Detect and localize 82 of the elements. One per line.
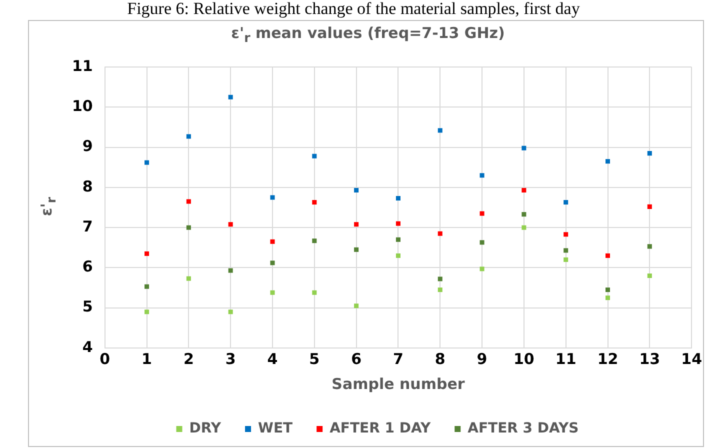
point	[647, 273, 652, 278]
x-tick-label: 9	[476, 350, 488, 368]
point	[522, 212, 526, 217]
point	[228, 268, 233, 273]
point	[564, 232, 568, 237]
point	[438, 288, 442, 292]
point	[354, 247, 359, 252]
point	[270, 290, 275, 295]
point	[396, 196, 400, 201]
point	[438, 128, 442, 133]
point	[647, 151, 652, 156]
point	[480, 266, 484, 272]
point	[312, 238, 317, 244]
x-tick-label: 12	[597, 350, 618, 368]
point	[186, 276, 191, 281]
point	[228, 94, 233, 100]
point	[605, 296, 610, 300]
point	[438, 276, 442, 282]
point	[522, 146, 526, 150]
point	[480, 211, 484, 216]
point	[354, 304, 359, 308]
point	[228, 222, 233, 227]
point	[396, 253, 400, 258]
x-tick-label: 6	[351, 350, 362, 368]
y-tick-label: 11	[72, 56, 93, 75]
x-tick-label: 0	[100, 350, 110, 368]
chart-title: ε'$_{r}$ mean values (freq=7-13 GHz)	[230, 24, 506, 45]
point	[647, 244, 652, 249]
legend-label: AFTER 1 DAY	[330, 420, 432, 437]
x-tick-label: 14	[681, 350, 702, 368]
point	[354, 222, 359, 227]
point	[270, 239, 275, 244]
point	[605, 288, 610, 292]
point	[522, 188, 526, 192]
point	[605, 253, 610, 258]
x-tick-label: 13	[639, 350, 660, 368]
y-tick-label: 5	[82, 298, 93, 316]
x-tick-label: 3	[225, 350, 236, 368]
point	[396, 237, 400, 242]
point	[480, 173, 484, 178]
x-tick-label: 8	[434, 350, 446, 368]
point	[396, 221, 400, 226]
legend-label: DRY	[189, 420, 222, 437]
point	[354, 188, 359, 192]
point	[312, 154, 317, 158]
x-tick-label: 1	[142, 350, 152, 368]
point	[270, 260, 275, 266]
point	[144, 310, 150, 314]
y-tick-label: 10	[72, 97, 93, 116]
x-tick-label: 5	[309, 350, 320, 368]
point	[312, 200, 317, 205]
point	[186, 199, 191, 204]
point	[186, 134, 191, 139]
y-tick-label: 6	[82, 258, 93, 276]
point	[144, 284, 150, 289]
y-tick-label: 9	[82, 137, 93, 156]
point	[270, 195, 275, 200]
point	[564, 257, 568, 262]
x-tick-label: 4	[267, 350, 278, 368]
point	[480, 240, 484, 245]
legend-label: WET	[258, 420, 294, 437]
point	[522, 225, 526, 230]
point	[564, 248, 568, 253]
point	[605, 159, 610, 164]
point	[438, 231, 442, 236]
legend-label: AFTER 3 DAYS	[468, 420, 579, 437]
x-axis-title: Sample number	[332, 374, 466, 393]
y-tick-label: 8	[82, 177, 93, 196]
point	[312, 290, 317, 295]
x-tick-label: 2	[183, 350, 194, 368]
caption: Figure 6: Relative weight change of the material samples, first day	[126, 0, 581, 18]
x-tick-label: 7	[393, 350, 404, 368]
y-tick-label: 7	[82, 217, 93, 236]
point	[228, 310, 233, 314]
point	[647, 204, 652, 209]
x-tick-label: 10	[514, 350, 534, 368]
x-tick-label: 11	[555, 350, 576, 368]
point	[564, 200, 568, 205]
point	[144, 160, 150, 165]
y-tick-label: 4	[82, 338, 93, 356]
point	[144, 251, 150, 256]
point	[186, 225, 191, 230]
